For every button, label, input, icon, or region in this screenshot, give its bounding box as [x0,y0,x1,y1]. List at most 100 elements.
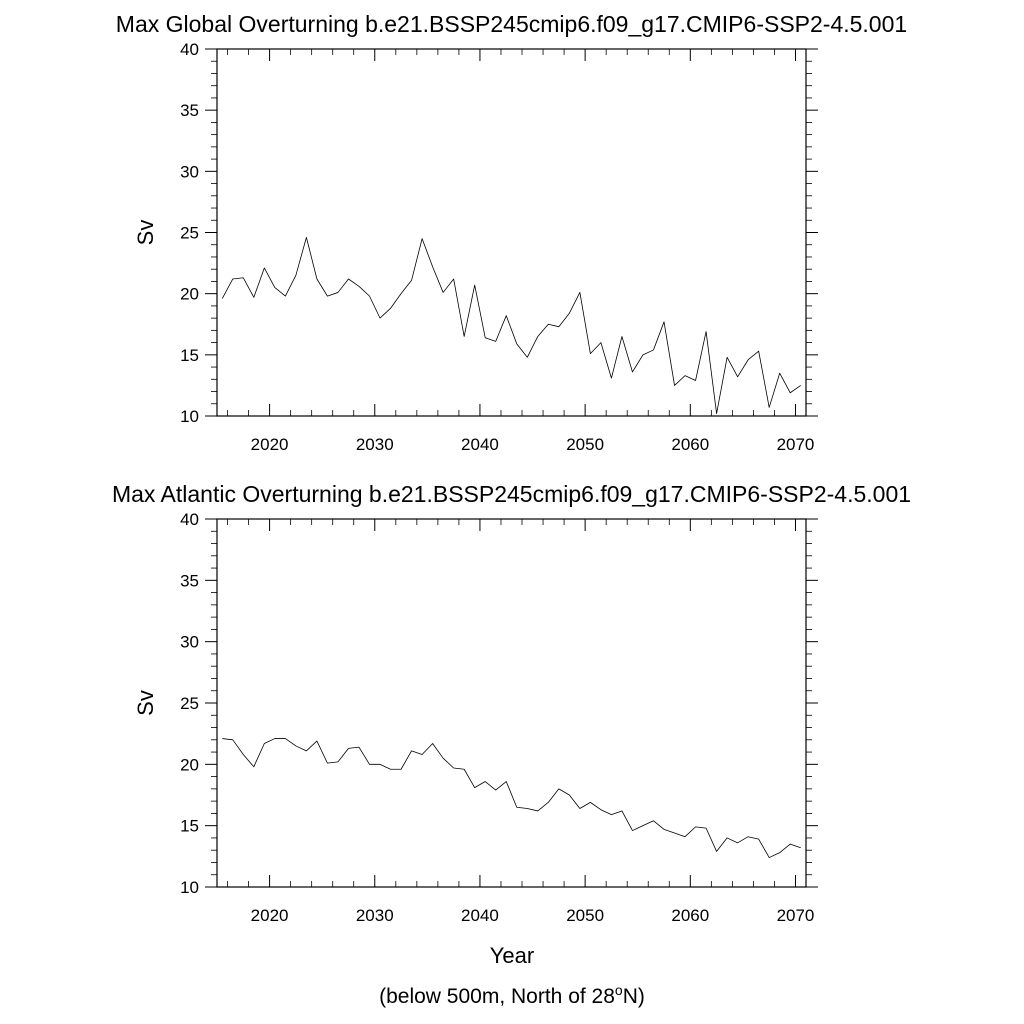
data-point [768,856,771,859]
y-tick-label: 10 [180,407,199,426]
caption-prefix: (below 500m, North of 28 [379,985,615,1008]
data-point [358,285,361,288]
data-point [652,819,655,822]
data-point [379,763,382,766]
x-tick-label: 2030 [356,906,394,925]
data-point [494,340,497,343]
data-point [789,843,792,846]
data-point [242,276,245,279]
data-point [694,379,697,382]
data-point [747,835,750,838]
series-line [222,738,801,858]
data-point [684,374,687,377]
data-point [421,237,424,240]
data-point [410,749,413,752]
data-point [631,829,634,832]
chart-title: Max Global Overturning b.e21.BSSP245cmip… [116,11,907,37]
data-point [568,794,571,797]
x-tick-label: 2070 [777,906,815,925]
y-tick-label: 20 [180,755,199,774]
data-point [589,801,592,804]
data-point [621,335,624,338]
data-point [410,279,413,282]
data-point [305,749,308,752]
atlantic-overturning-chart: Max Atlantic Overturning b.e21.BSSP245cm… [112,481,911,925]
data-point [273,286,276,289]
data-point [316,278,319,281]
data-point [358,746,361,749]
y-tick-label: 25 [180,224,199,243]
data-point [337,760,340,763]
figure-caption: (below 500m, North of 28oN) [379,982,645,1008]
x-tick-label: 2020 [251,906,289,925]
data-point [747,358,750,361]
data-point [326,295,329,298]
data-point [452,767,455,770]
data-point [547,801,550,804]
data-point [294,274,297,277]
data-point [705,827,708,830]
data-point [536,335,539,338]
data-point [600,341,603,344]
data-point [294,745,297,748]
data-point [663,320,666,323]
x-tick-label: 2060 [671,906,709,925]
data-point [442,291,445,294]
data-point [347,747,350,750]
data-point [673,832,676,835]
data-point [473,284,476,287]
y-tick-label: 20 [180,285,199,304]
data-point [642,824,645,827]
data-point [621,810,624,813]
data-point [463,335,466,338]
data-point [337,291,340,294]
data-point [400,292,403,295]
y-tick-label: 15 [180,346,199,365]
data-point [273,737,276,740]
x-tick-label: 2040 [461,435,499,454]
x-tick-label: 2060 [671,435,709,454]
data-point [242,753,245,756]
data-point [736,375,739,378]
data-point [536,810,539,813]
data-point [505,314,508,317]
data-point [557,325,560,328]
caption-degree-superscript: o [615,982,623,998]
data-point [726,837,729,840]
data-point [652,349,655,352]
data-point [347,278,350,281]
data-point [231,738,234,741]
caption-suffix: N) [623,985,645,1008]
data-point [284,295,287,298]
x-tick-label: 2040 [461,906,499,925]
data-point [726,356,729,359]
data-point [284,737,287,740]
data-point [557,787,560,790]
data-point [515,342,518,345]
y-tick-label: 35 [180,101,199,120]
y-axis-label: Sv [133,690,158,716]
y-tick-label: 25 [180,694,199,713]
data-point [421,753,424,756]
x-axis-label: Year [490,943,534,968]
data-point [263,742,266,745]
data-point [452,278,455,281]
data-point [252,765,255,768]
data-point [463,768,466,771]
data-point [663,828,666,831]
data-point [505,780,508,783]
data-point [494,789,497,792]
data-point [431,742,434,745]
data-point [442,757,445,760]
data-point [484,780,487,783]
y-tick-label: 10 [180,878,199,897]
series-line [221,236,801,414]
data-point [221,297,224,300]
data-point [705,330,708,333]
x-tick-label: 2050 [566,906,604,925]
data-point [631,371,634,374]
data-point [400,768,403,771]
data-point [778,851,781,854]
y-tick-label: 30 [180,162,199,181]
data-point [589,352,592,355]
